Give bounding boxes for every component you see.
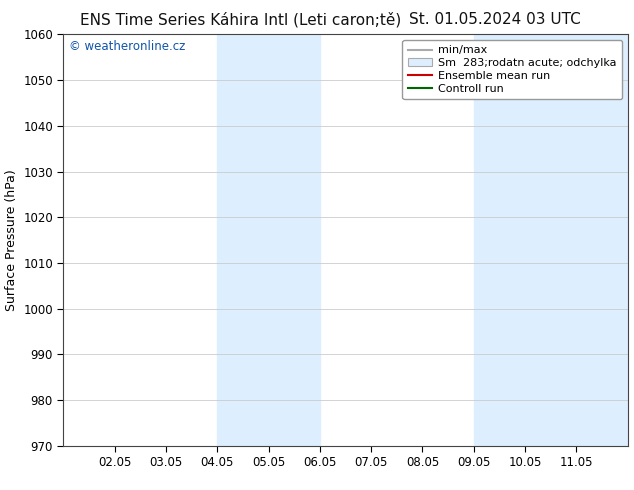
Bar — [474, 34, 628, 446]
Text: ENS Time Series Káhira Intl (Leti caron;tě): ENS Time Series Káhira Intl (Leti caron;… — [81, 12, 401, 28]
Legend: min/max, Sm  283;rodatn acute; odchylka, Ensemble mean run, Controll run: min/max, Sm 283;rodatn acute; odchylka, … — [403, 40, 622, 99]
Text: © weatheronline.cz: © weatheronline.cz — [69, 41, 185, 53]
Y-axis label: Surface Pressure (hPa): Surface Pressure (hPa) — [4, 169, 18, 311]
Text: St. 01.05.2024 03 UTC: St. 01.05.2024 03 UTC — [409, 12, 580, 27]
Bar — [217, 34, 320, 446]
